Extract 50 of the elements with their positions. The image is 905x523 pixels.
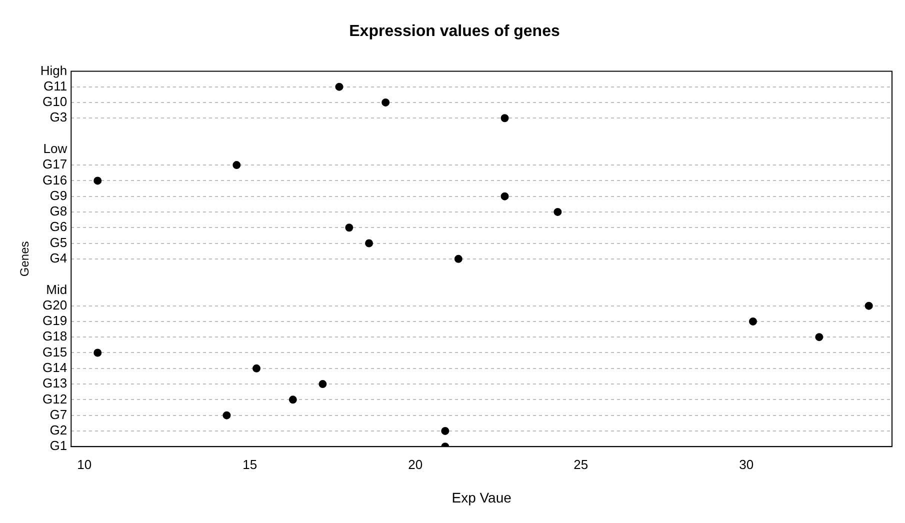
y-tick-label: G7: [50, 406, 68, 422]
y-tick-label: G4: [50, 250, 68, 266]
point: [345, 224, 354, 232]
y-axis-title: Genes: [18, 241, 32, 277]
y-tick-label: G12: [42, 391, 68, 406]
y-tick-label: G3: [50, 110, 68, 125]
point: [365, 239, 374, 248]
x-tick-label: 10: [77, 456, 92, 472]
y-tick-label: G10: [42, 94, 68, 110]
point: [318, 380, 327, 388]
point: [500, 114, 509, 122]
y-tick-label: High: [40, 62, 68, 78]
y-tick-label: G6: [50, 219, 68, 234]
y-tick-label: G20: [42, 297, 68, 312]
chart-title: Expression values of genes: [349, 23, 560, 40]
y-tick-label: G19: [42, 313, 68, 328]
y-tick-label: G15: [42, 344, 68, 360]
point: [554, 208, 562, 216]
y-tick-label: G9: [50, 188, 68, 203]
point: [94, 176, 102, 185]
y-tick-label: G16: [42, 172, 68, 188]
y-tick-label: G5: [50, 234, 68, 250]
y-tick-label: G13: [42, 376, 68, 391]
point: [500, 192, 509, 200]
x-tick-label: 30: [739, 456, 754, 472]
point: [441, 426, 450, 435]
y-tick-label: G17: [42, 156, 68, 172]
point: [232, 161, 241, 170]
point: [252, 364, 260, 372]
y-tick-label: Mid: [46, 282, 68, 297]
point: [864, 302, 873, 310]
x-tick-label: 25: [574, 456, 588, 472]
x-tick-label: 20: [408, 456, 423, 472]
y-tick-label: G2: [50, 422, 68, 438]
point: [382, 98, 390, 106]
point: [748, 317, 757, 326]
x-tick-label: 15: [242, 456, 258, 472]
y-tick-label: Low: [43, 140, 68, 156]
y-tick-label: G11: [44, 78, 68, 94]
y-tick-label: G14: [42, 360, 68, 375]
y-tick-label: G18: [42, 328, 68, 344]
point: [94, 348, 102, 357]
point: [222, 411, 231, 420]
point: [454, 254, 462, 263]
point: [815, 333, 824, 342]
y-tick-label: G1: [50, 438, 68, 454]
point: [288, 396, 297, 404]
y-tick-label: G8: [50, 204, 68, 219]
point: [335, 82, 344, 91]
x-axis-title: Exp Vaue: [452, 489, 512, 506]
